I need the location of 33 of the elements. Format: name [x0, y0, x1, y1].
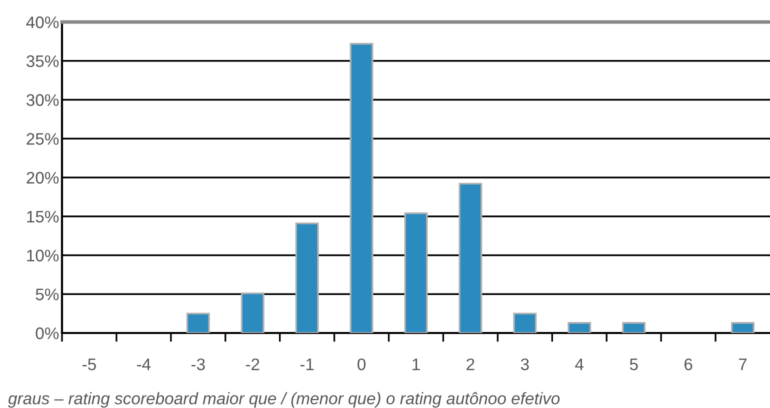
x-axis-title: graus – rating scoreboard maior que / (menor que) o rating autônoo efetivo	[8, 392, 560, 408]
bar	[240, 292, 264, 333]
y-tick-label: 30%	[26, 94, 59, 106]
x-tick-label: -3	[191, 358, 205, 370]
y-tick-label: 25%	[26, 133, 59, 145]
bar	[404, 212, 428, 333]
bar	[186, 312, 210, 333]
x-tick-label: -5	[82, 358, 96, 370]
x-tick-label: -1	[300, 358, 314, 370]
x-tick-label: 4	[575, 358, 584, 370]
y-tick-label: 35%	[26, 55, 59, 68]
y-tick-label: 40%	[26, 16, 59, 28]
y-tick-label: 10%	[27, 250, 59, 262]
bar	[295, 222, 319, 333]
x-tick-label: 5	[630, 358, 638, 370]
x-tick-label: -2	[246, 358, 260, 370]
bar	[513, 312, 537, 333]
x-tick-label: 3	[520, 358, 529, 370]
x-tick-label: 2	[466, 358, 474, 370]
y-tick-label: 5%	[36, 288, 59, 300]
bar	[731, 322, 754, 333]
y-tick-label: 0%	[36, 327, 59, 340]
x-tick-label: 6	[684, 358, 692, 370]
x-tick-label: -4	[137, 358, 151, 370]
bar	[568, 322, 592, 333]
x-tick-label: 1	[412, 358, 420, 370]
y-tick-label: 15%	[27, 210, 59, 223]
x-tick-label: 7	[738, 358, 747, 370]
y-tick-label: 20%	[26, 172, 59, 184]
x-tick-label: 0	[358, 358, 366, 370]
bar	[350, 42, 374, 333]
bar	[458, 182, 482, 333]
bar	[622, 322, 646, 333]
